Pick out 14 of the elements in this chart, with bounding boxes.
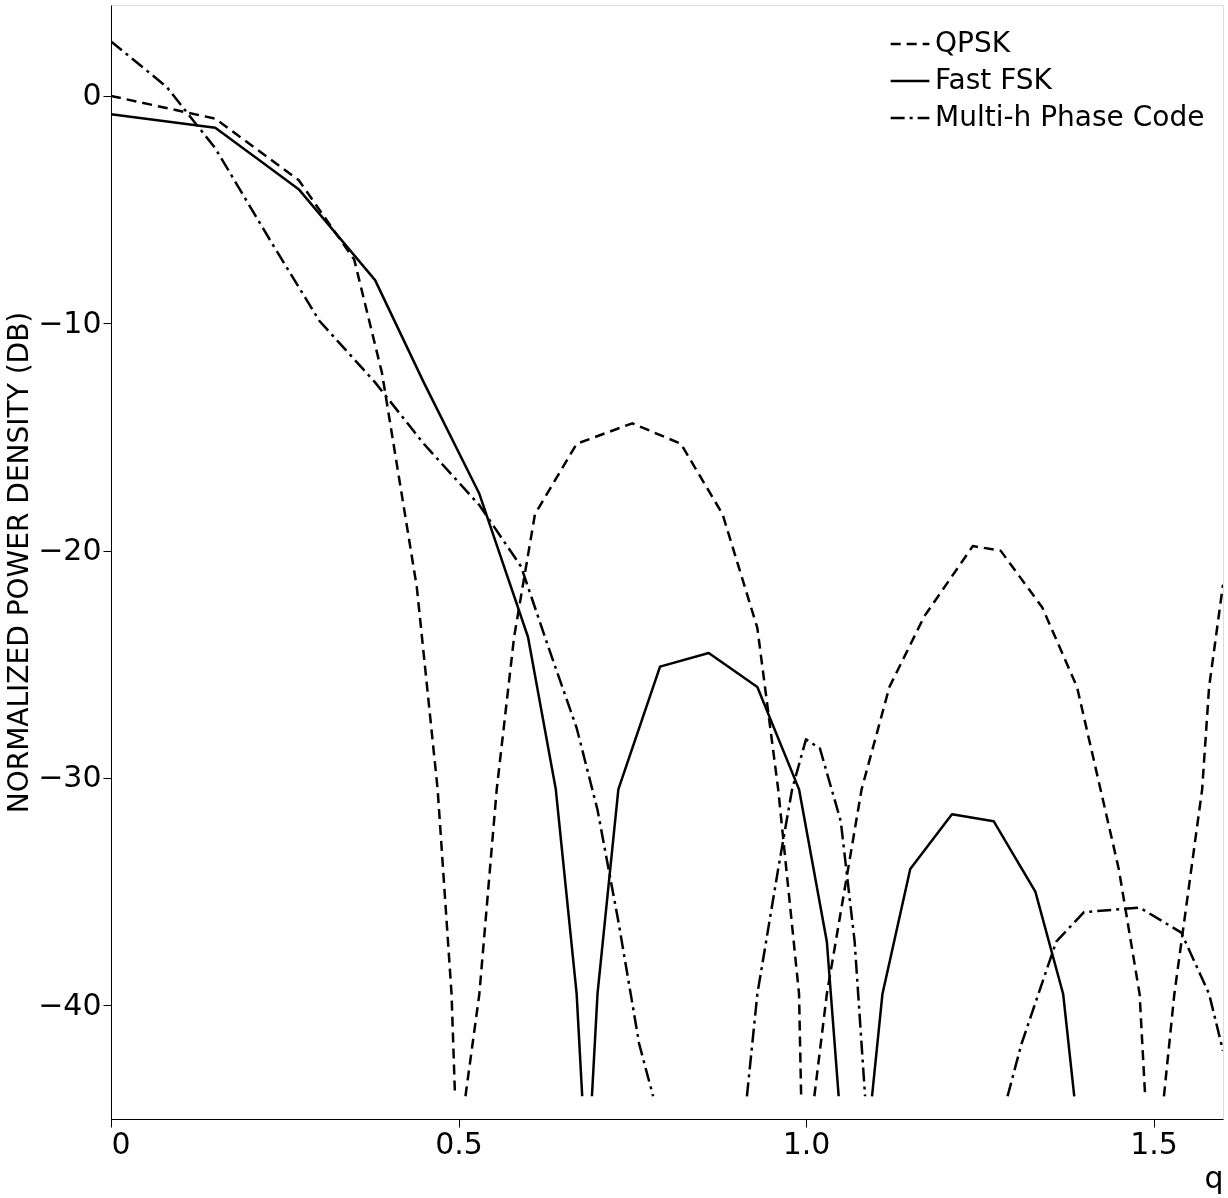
y-tick-label: −10	[38, 304, 102, 340]
y-axis-title: NORMALIZED POWER DENSITY (DB)	[2, 311, 36, 814]
x-tick-label: 0.5	[435, 1125, 483, 1161]
y-tick-label: −40	[38, 986, 102, 1022]
x-tick-label: 1.0	[782, 1125, 831, 1161]
x-axis-title: q	[1204, 1159, 1224, 1195]
legend-label: QPSK	[935, 26, 1011, 59]
x-tick-label: 0	[111, 1125, 131, 1161]
legend-label: Multi-h Phase Code	[935, 100, 1205, 133]
y-tick-label: −30	[38, 759, 102, 795]
y-tick-label: 0	[82, 77, 102, 113]
x-tick-label: 1.5	[1130, 1125, 1178, 1161]
y-tick-label: −20	[38, 532, 102, 568]
legend-label: Fast FSK	[935, 63, 1053, 96]
